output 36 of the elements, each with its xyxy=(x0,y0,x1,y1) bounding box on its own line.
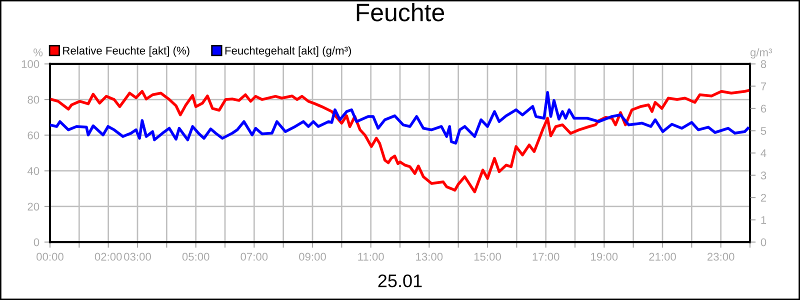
x-tick-label: 19:00 xyxy=(591,252,618,261)
x-tick-label: 13:00 xyxy=(416,252,443,261)
line-series xyxy=(50,91,750,145)
chart-title: Feuchte xyxy=(356,3,444,22)
legend-label: Relative Feuchte [akt] (%) xyxy=(63,46,190,57)
y2-tick-label: 7 xyxy=(760,82,766,90)
x-tick-label: 17:00 xyxy=(532,252,560,261)
y2-tick-label: 0 xyxy=(760,238,766,246)
x-tick-label: 00:00 xyxy=(36,252,64,261)
y2-tick-label: 5 xyxy=(760,127,766,135)
line-series xyxy=(50,89,750,194)
y-tick-label: 60 xyxy=(28,131,40,140)
y2-tick-label: 4 xyxy=(760,149,766,158)
y2-tick-label: 1 xyxy=(761,216,766,224)
y2-tick-label: 8 xyxy=(760,60,766,68)
y2-tick-label: 6 xyxy=(760,104,766,113)
x-tick-label: 07:00 xyxy=(240,252,268,261)
x-tick-label: 05:00 xyxy=(182,252,210,261)
y2-tick-label: 2 xyxy=(760,194,766,202)
y2-tick-label: 3 xyxy=(760,172,766,180)
y-axis-title: % xyxy=(34,48,43,56)
x-tick-label: 09:00 xyxy=(299,252,326,261)
x-tick-label: 23:00 xyxy=(707,252,734,261)
y-tick-label: 0 xyxy=(34,238,40,246)
x-tick-label: 21:00 xyxy=(649,252,676,261)
y2-axis-title: g/m³ xyxy=(750,48,772,59)
y-tick-label: 80 xyxy=(28,96,40,104)
y-tick-label: 20 xyxy=(28,202,40,211)
x-tick-label: 02:00 xyxy=(94,252,122,261)
legend-label: Feuchtegehalt [akt] (g/m³) xyxy=(225,46,352,57)
y-tick-label: 100 xyxy=(22,60,40,68)
x-tick-label: 11:00 xyxy=(358,252,384,261)
x-tick-label: 15:00 xyxy=(474,252,501,261)
x-axis-title: 25.01 xyxy=(378,274,422,288)
x-tick-label: 03:00 xyxy=(124,252,151,261)
y-tick-label: 40 xyxy=(27,167,40,175)
